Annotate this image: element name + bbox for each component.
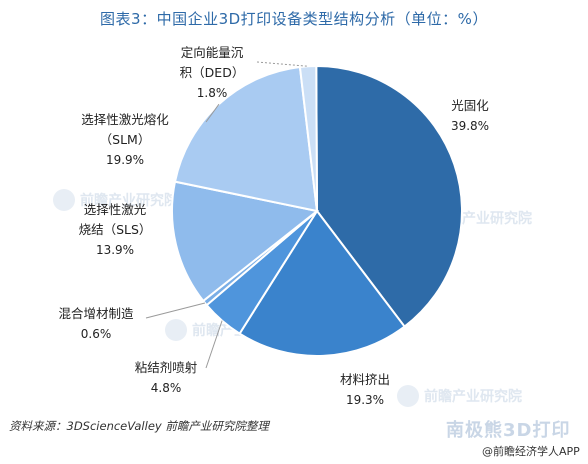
source-note: 资料来源：3DScienceValley 前瞻产业研究院整理 bbox=[9, 419, 269, 433]
watermark-logo-icon bbox=[165, 319, 187, 341]
pie-slice-选择性激光烧结 bbox=[171, 180, 320, 303]
watermark-app: @前瞻经济学人APP bbox=[482, 445, 580, 458]
label-value: 39.8% bbox=[451, 119, 489, 133]
label-text: （SLM） bbox=[100, 132, 151, 147]
label-text: 选择性激光 bbox=[84, 202, 147, 217]
slice-label-光固化: 光固化 39.8% bbox=[451, 98, 489, 133]
slice-label-定向能量沉积: 定向能量沉 积（DED） 1.8% bbox=[180, 45, 245, 100]
leader-lines bbox=[145, 61, 309, 369]
label-text: 粘结剂喷射 bbox=[135, 360, 198, 375]
pie-slice-材料挤出 bbox=[238, 209, 406, 357]
leader-line-定向能量沉积 bbox=[256, 61, 309, 67]
watermark-logo-icon bbox=[397, 385, 419, 407]
watermark-logo-icon bbox=[53, 189, 75, 211]
label-value: 4.8% bbox=[151, 381, 182, 395]
slice-label-粘结剂喷射: 粘结剂喷射 4.8% bbox=[135, 360, 198, 395]
label-text: 烧结（SLS） bbox=[79, 222, 152, 237]
label-value: 1.8% bbox=[197, 86, 228, 100]
watermark-brand: 南极熊3D打印 bbox=[446, 420, 571, 441]
slice-label-选择性激光烧结: 选择性激光 烧结（SLS） 13.9% bbox=[79, 202, 152, 257]
label-text: 材料挤出 bbox=[340, 372, 390, 387]
leader-line-粘结剂喷射 bbox=[205, 320, 223, 369]
leader-line-选择性激光熔化 bbox=[205, 103, 220, 123]
label-value: 13.9% bbox=[96, 243, 134, 257]
chart-title: 图表3：中国企业3D打印设备类型结构分析（单位：%） bbox=[100, 10, 488, 28]
label-text: 混合增材制造 bbox=[58, 306, 134, 321]
label-text: 光固化 bbox=[451, 98, 489, 113]
slice-label-混合增材制造: 混合增材制造 0.6% bbox=[58, 306, 134, 341]
slice-label-材料挤出: 材料挤出 19.3% bbox=[340, 372, 390, 407]
pie-slice-光固化 bbox=[315, 65, 463, 328]
label-text: 选择性激光熔化 bbox=[81, 112, 169, 127]
label-text: 定向能量沉 bbox=[181, 45, 244, 60]
pie-slice-定向能量沉积 bbox=[298, 64, 318, 212]
slice-label-选择性激光熔化: 选择性激光熔化 （SLM） 19.9% bbox=[81, 112, 169, 167]
watermark-text: 前瞻产业研究院 bbox=[80, 192, 178, 209]
label-value: 19.9% bbox=[106, 153, 144, 167]
label-text: 积（DED） bbox=[180, 65, 245, 80]
leader-line-混合增材制造 bbox=[145, 302, 206, 319]
watermark-text: 前瞻产业研究院 bbox=[424, 388, 522, 405]
label-value: 0.6% bbox=[81, 327, 112, 341]
label-value: 19.3% bbox=[346, 393, 384, 407]
